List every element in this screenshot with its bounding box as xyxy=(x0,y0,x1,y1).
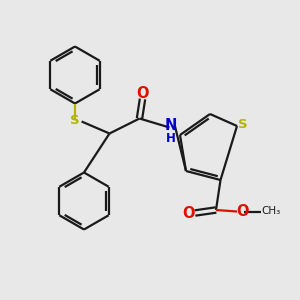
Text: N: N xyxy=(165,118,177,134)
Text: H: H xyxy=(166,131,176,145)
Text: S: S xyxy=(70,113,80,127)
Text: S: S xyxy=(238,118,247,131)
Text: O: O xyxy=(183,206,195,220)
Text: O: O xyxy=(136,85,149,100)
Text: CH₃: CH₃ xyxy=(262,206,281,217)
Text: O: O xyxy=(236,204,249,219)
